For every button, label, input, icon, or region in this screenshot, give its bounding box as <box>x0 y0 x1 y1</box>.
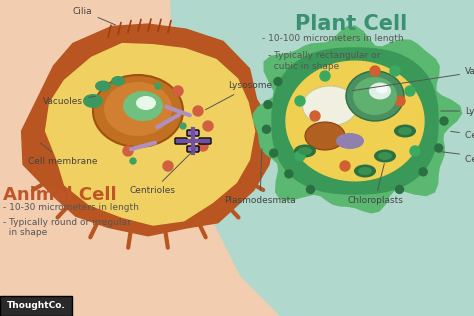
Text: Cell wall: Cell wall <box>451 131 474 141</box>
Polygon shape <box>286 61 424 181</box>
Text: Lysosome: Lysosome <box>205 82 272 110</box>
Circle shape <box>419 168 427 176</box>
Ellipse shape <box>93 75 183 147</box>
Ellipse shape <box>95 81 111 92</box>
Circle shape <box>285 170 293 178</box>
FancyBboxPatch shape <box>199 138 211 144</box>
Circle shape <box>193 106 203 116</box>
Ellipse shape <box>305 122 345 150</box>
Ellipse shape <box>374 149 396 162</box>
FancyBboxPatch shape <box>187 146 199 152</box>
Text: Cilia: Cilia <box>73 7 116 25</box>
Circle shape <box>295 151 305 161</box>
Circle shape <box>320 71 330 81</box>
Polygon shape <box>253 26 462 213</box>
Ellipse shape <box>398 127 412 135</box>
Ellipse shape <box>353 77 397 115</box>
Circle shape <box>390 66 400 76</box>
Text: Lysosome: Lysosome <box>441 106 474 116</box>
Circle shape <box>173 86 183 96</box>
Text: cubic in shape: cubic in shape <box>268 62 339 71</box>
Ellipse shape <box>369 82 391 100</box>
Ellipse shape <box>298 147 312 155</box>
Circle shape <box>198 141 208 151</box>
Polygon shape <box>46 44 255 225</box>
Polygon shape <box>272 48 438 194</box>
Polygon shape <box>170 0 474 316</box>
Circle shape <box>295 96 305 106</box>
Circle shape <box>264 100 272 109</box>
Circle shape <box>270 149 278 157</box>
Text: Vacuoles: Vacuoles <box>43 96 95 106</box>
Ellipse shape <box>104 82 172 136</box>
Circle shape <box>130 158 136 164</box>
Circle shape <box>340 161 350 171</box>
Circle shape <box>395 96 405 106</box>
Ellipse shape <box>83 94 103 108</box>
Text: - 10-100 micrometers in length: - 10-100 micrometers in length <box>262 34 404 43</box>
Text: Plasmodesmata: Plasmodesmata <box>224 149 296 205</box>
Polygon shape <box>22 24 276 236</box>
Circle shape <box>307 185 315 193</box>
Ellipse shape <box>346 71 404 121</box>
Circle shape <box>180 123 186 129</box>
FancyBboxPatch shape <box>0 296 72 316</box>
Circle shape <box>203 121 213 131</box>
FancyBboxPatch shape <box>187 130 199 136</box>
Ellipse shape <box>378 152 392 160</box>
Text: - Typically round or irregular: - Typically round or irregular <box>3 218 131 227</box>
Text: Vacuole: Vacuole <box>353 66 474 91</box>
Circle shape <box>435 144 443 152</box>
Circle shape <box>410 146 420 156</box>
Text: Centrioles: Centrioles <box>130 148 196 195</box>
Ellipse shape <box>354 165 376 178</box>
Text: Cell membrane: Cell membrane <box>438 151 474 163</box>
Circle shape <box>263 125 271 133</box>
Ellipse shape <box>358 167 372 175</box>
FancyBboxPatch shape <box>175 138 187 144</box>
Ellipse shape <box>136 96 156 110</box>
Text: Chloroplasts: Chloroplasts <box>347 164 403 205</box>
Circle shape <box>395 185 403 193</box>
Text: ThoughtCo.: ThoughtCo. <box>7 301 65 311</box>
Circle shape <box>440 117 448 125</box>
Ellipse shape <box>376 84 388 94</box>
Circle shape <box>405 86 415 96</box>
Ellipse shape <box>336 133 364 149</box>
Circle shape <box>155 83 161 89</box>
Text: Cell membrane: Cell membrane <box>28 143 98 166</box>
Text: Plant Cell: Plant Cell <box>295 14 407 34</box>
Ellipse shape <box>294 144 316 157</box>
Text: in shape: in shape <box>3 228 47 237</box>
Ellipse shape <box>394 125 416 137</box>
Circle shape <box>310 111 320 121</box>
Ellipse shape <box>111 76 125 86</box>
Circle shape <box>370 66 380 76</box>
Ellipse shape <box>302 86 357 126</box>
Circle shape <box>274 77 282 86</box>
Ellipse shape <box>123 91 163 121</box>
Text: - 10-30 micrometers in length: - 10-30 micrometers in length <box>3 203 139 212</box>
Text: Animal Cell: Animal Cell <box>3 186 117 204</box>
Circle shape <box>123 146 133 156</box>
Circle shape <box>163 161 173 171</box>
Text: - Typically rectangular or: - Typically rectangular or <box>268 51 380 60</box>
